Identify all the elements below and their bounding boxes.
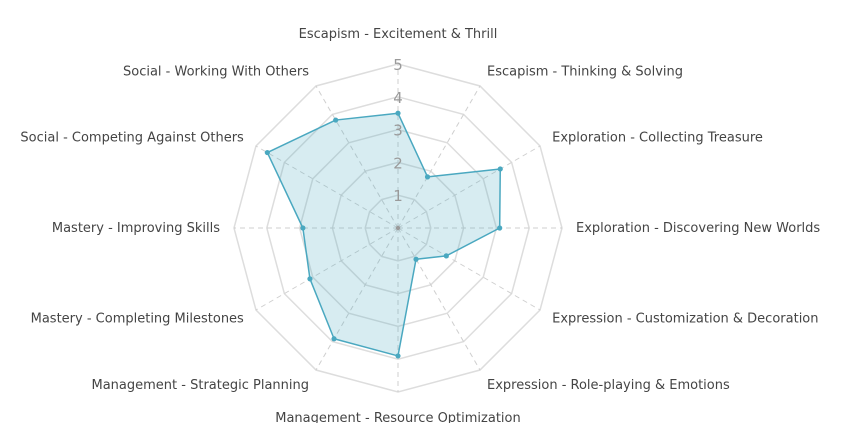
data-point-4 <box>497 225 503 231</box>
tick-label-5: 5 <box>393 56 403 74</box>
spoke-8 <box>315 227 399 371</box>
data-point-5 <box>443 253 449 259</box>
axis-label-10: Mastery - Improving Skills <box>52 221 220 236</box>
tick-label-2: 2 <box>393 154 403 172</box>
tick-label-3: 3 <box>393 122 403 140</box>
spoke-6 <box>397 227 481 371</box>
grid-ring-3 <box>298 128 498 328</box>
axis-label-12: Social - Working With Others <box>123 64 309 79</box>
spoke-3 <box>397 145 541 229</box>
series-layer <box>264 110 503 359</box>
axis-label-1: Escapism - Excitement & Thrill <box>299 27 498 42</box>
axis-label-11: Social - Competing Against Others <box>20 131 244 146</box>
data-point-1 <box>395 110 401 116</box>
grid-ring-1 <box>364 194 432 262</box>
axis-label-3: Exploration - Collecting Treasure <box>552 131 763 146</box>
series-area <box>266 112 502 357</box>
grid-ring-4 <box>266 96 530 360</box>
data-point-10 <box>300 225 306 231</box>
tick-label-layer: 1 2 3 4 5 <box>393 56 403 205</box>
data-point-3 <box>497 166 503 172</box>
data-point-12 <box>333 117 339 123</box>
data-point-8 <box>331 336 337 342</box>
spoke-5 <box>397 227 541 311</box>
data-point-2 <box>424 174 431 180</box>
spoke-layer <box>234 64 562 392</box>
data-point-7 <box>395 353 401 359</box>
spoke-2 <box>397 85 481 229</box>
center-point <box>395 225 401 231</box>
axis-label-layer: Escapism - Excitement & Thrill Escapism -… <box>20 27 820 423</box>
axis-label-4: Exploration - Discovering New Worlds <box>576 221 820 236</box>
axis-label-2: Escapism - Thinking & Solving <box>487 64 683 79</box>
axis-label-9: Mastery - Completing Milestones <box>31 312 244 327</box>
axis-label-6: Expression - Role-playing & Emotions <box>487 378 730 393</box>
data-point-9 <box>307 276 313 282</box>
axis-label-8: Management - Strategic Planning <box>92 378 310 393</box>
tick-label-1: 1 <box>393 187 403 205</box>
spoke-9 <box>255 227 399 311</box>
spoke-12 <box>315 85 399 229</box>
tick-label-4: 4 <box>393 89 403 107</box>
data-point-11 <box>264 149 270 156</box>
spoke-11 <box>255 145 399 229</box>
axis-label-7: Management - Resource Optimization <box>275 411 521 423</box>
data-point-6 <box>413 256 419 262</box>
axis-label-5: Expression - Customization & Decoration <box>552 312 818 327</box>
